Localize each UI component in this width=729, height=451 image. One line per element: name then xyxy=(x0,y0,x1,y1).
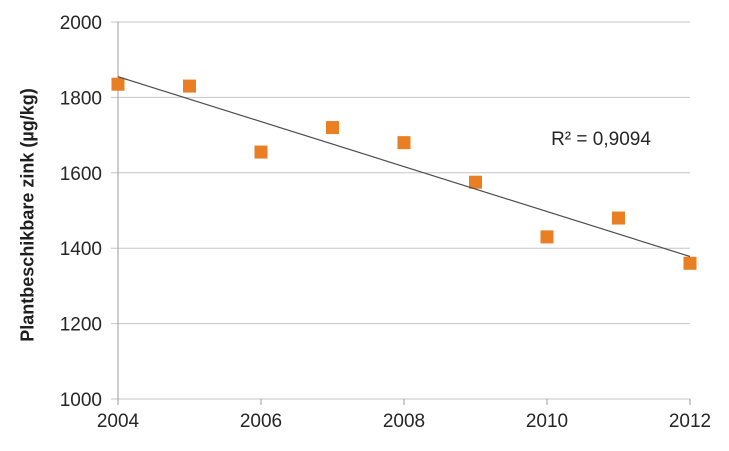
y-tick-label-1200: 1200 xyxy=(60,315,102,336)
x-tick-label-2004: 2004 xyxy=(97,411,140,432)
x-tick-label-2012: 2012 xyxy=(669,411,711,432)
x-tick-label-2006: 2006 xyxy=(240,411,282,432)
y-tick-label-1400: 1400 xyxy=(60,239,102,260)
data-point-2006 xyxy=(254,145,268,159)
data-point-2011 xyxy=(612,211,625,225)
y-tick-label-1600: 1600 xyxy=(60,164,102,185)
data-point-2007 xyxy=(326,121,339,135)
data-point-2008 xyxy=(397,136,411,150)
data-point-2009 xyxy=(469,175,482,189)
y-axis-title: Plantbeschikbare zink (µg/kg) xyxy=(17,88,38,342)
x-tick-label-2008: 2008 xyxy=(383,411,425,432)
y-tick-label-2000: 2000 xyxy=(60,13,102,34)
x-tick-label-2010: 2010 xyxy=(526,411,568,432)
data-point-2010 xyxy=(540,230,554,244)
y-tick-label-1800: 1800 xyxy=(60,88,102,109)
r-squared-annotation: R² = 0,9094 xyxy=(551,129,651,150)
trendline xyxy=(117,76,691,258)
data-point-2005 xyxy=(183,79,196,93)
data-point-2004 xyxy=(111,77,125,91)
y-tick-label-1000: 1000 xyxy=(60,390,102,411)
data-point-2012 xyxy=(683,256,697,270)
